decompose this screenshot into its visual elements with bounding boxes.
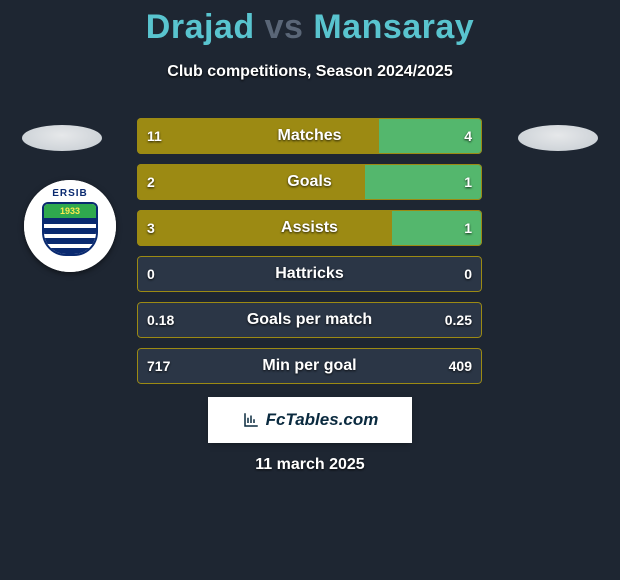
stat-label: Min per goal (137, 348, 482, 384)
stat-label: Goals (137, 164, 482, 200)
stat-label: Goals per match (137, 302, 482, 338)
stat-row: 0.180.25Goals per match (137, 302, 482, 338)
chart-icon (242, 411, 260, 429)
source-attribution: FcTables.com (210, 399, 410, 441)
stat-label: Matches (137, 118, 482, 154)
crest-arc-text: ERSIB (30, 188, 110, 199)
player1-club-badge: ERSIB 1933 (24, 180, 116, 272)
club-crest: ERSIB 1933 (30, 186, 110, 266)
stat-label: Hattricks (137, 256, 482, 292)
crest-shield: 1933 (42, 202, 98, 256)
crest-waves (44, 218, 96, 254)
crest-year-band: 1933 (44, 204, 96, 218)
footer-date: 11 march 2025 (0, 456, 620, 474)
player2-name: Mansaray (313, 8, 474, 46)
stat-label: Assists (137, 210, 482, 246)
infographic-root: Drajad vs Mansaray Club competitions, Se… (0, 0, 620, 580)
stat-row: 00Hattricks (137, 256, 482, 292)
player1-avatar-placeholder (22, 125, 102, 151)
crest-year: 1933 (60, 206, 80, 216)
subtitle: Club competitions, Season 2024/2025 (0, 63, 620, 81)
stat-row: 21Goals (137, 164, 482, 200)
vs-label: vs (265, 8, 304, 46)
stat-row: 114Matches (137, 118, 482, 154)
player2-avatar-placeholder (518, 125, 598, 151)
comparison-chart: 114Matches 21Goals 31Assists 00Hattricks 0.1… (137, 118, 482, 394)
stat-row: 31Assists (137, 210, 482, 246)
player1-name: Drajad (146, 8, 255, 46)
stat-row: 717409Min per goal (137, 348, 482, 384)
source-text: FcTables.com (266, 410, 379, 430)
title: Drajad vs Mansaray (0, 0, 620, 47)
